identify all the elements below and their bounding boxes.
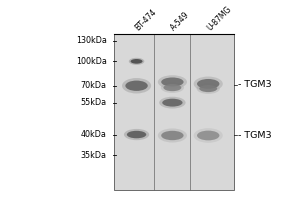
Text: 130kDa: 130kDa — [76, 36, 107, 45]
Text: 35kDa: 35kDa — [81, 151, 107, 160]
Ellipse shape — [164, 84, 181, 91]
Ellipse shape — [197, 131, 219, 140]
Ellipse shape — [158, 75, 187, 89]
Text: A-549: A-549 — [169, 10, 192, 32]
Ellipse shape — [161, 82, 184, 93]
Ellipse shape — [197, 79, 219, 89]
Ellipse shape — [158, 128, 187, 143]
Ellipse shape — [162, 99, 182, 107]
Ellipse shape — [196, 83, 220, 94]
Ellipse shape — [199, 85, 217, 92]
Ellipse shape — [125, 81, 148, 91]
Ellipse shape — [122, 78, 151, 93]
Ellipse shape — [124, 129, 149, 140]
Text: - TGM3: - TGM3 — [238, 131, 272, 140]
Bar — [114, 34, 234, 190]
Text: 40kDa: 40kDa — [81, 130, 107, 139]
Ellipse shape — [194, 77, 223, 91]
Ellipse shape — [129, 58, 144, 65]
Text: - TGM3: - TGM3 — [238, 80, 272, 89]
Text: BT-474: BT-474 — [134, 7, 159, 32]
Ellipse shape — [130, 59, 142, 64]
Text: U-87MG: U-87MG — [205, 4, 233, 32]
Ellipse shape — [127, 131, 146, 138]
Ellipse shape — [194, 128, 223, 143]
Ellipse shape — [159, 97, 186, 109]
Text: 100kDa: 100kDa — [76, 57, 107, 66]
Text: 55kDa: 55kDa — [81, 98, 107, 107]
Text: 70kDa: 70kDa — [81, 81, 107, 90]
Ellipse shape — [161, 77, 184, 86]
Ellipse shape — [161, 131, 184, 140]
